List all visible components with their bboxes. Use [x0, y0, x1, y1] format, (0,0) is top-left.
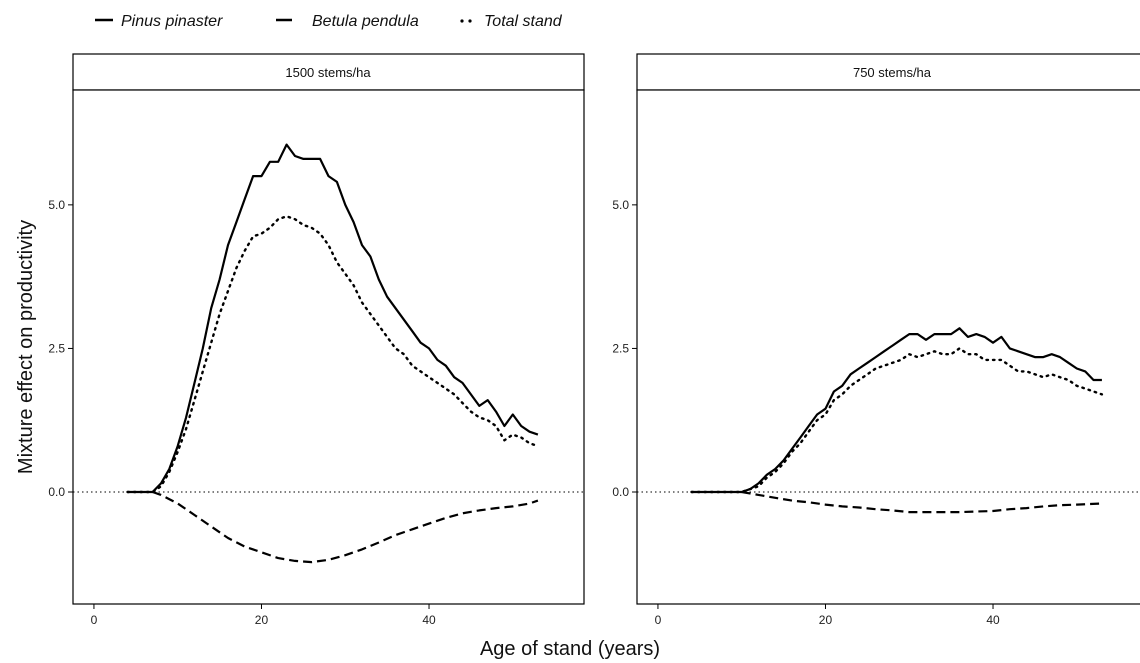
y-tick-label: 5.0 [48, 198, 65, 212]
y-tick-label: 0.0 [612, 485, 629, 499]
series-line-pinus-pinaster [127, 143, 539, 494]
y-tick-label: 2.5 [48, 341, 65, 355]
panel-750-stems: 750 stems/ha 0 20 40 0.0 2.5 5.0 [612, 53, 1140, 627]
series-line-pinus-pinaster [691, 327, 1102, 494]
x-tick-label: 20 [255, 613, 269, 627]
y-tick-label: 5.0 [612, 198, 629, 212]
x-tick-label: 0 [91, 613, 98, 627]
x-tick-label: 0 [655, 613, 662, 627]
series-line-betula-pendula [741, 490, 1102, 514]
x-tick-label: 40 [986, 613, 1000, 627]
legend: Pinus pinaster Betula pendula Total stan… [95, 13, 563, 30]
strip-label: 1500 stems/ha [285, 65, 371, 80]
y-axis-title: Mixture effect on productivity [15, 220, 37, 474]
panel-1500-stems: 1500 stems/ha 0 20 40 0.0 2.5 5.0 [48, 53, 585, 627]
series-line-betula-pendula [152, 490, 539, 564]
x-tick-label: 20 [819, 613, 833, 627]
x-tick-label: 40 [422, 613, 436, 627]
y-tick-label: 0.0 [48, 485, 65, 499]
legend-label-betula-pendula: Betula pendula [312, 13, 419, 30]
legend-key-total-stand [460, 19, 472, 23]
strip-label: 750 stems/ha [853, 65, 932, 80]
legend-label-pinus-pinaster: Pinus pinaster [121, 13, 223, 30]
y-tick-label: 2.5 [612, 341, 629, 355]
plot-area [72, 89, 585, 605]
x-axis-title: Age of stand (years) [480, 638, 660, 660]
series-line-total-stand [126, 215, 540, 494]
legend-label-total-stand: Total stand [484, 13, 563, 30]
